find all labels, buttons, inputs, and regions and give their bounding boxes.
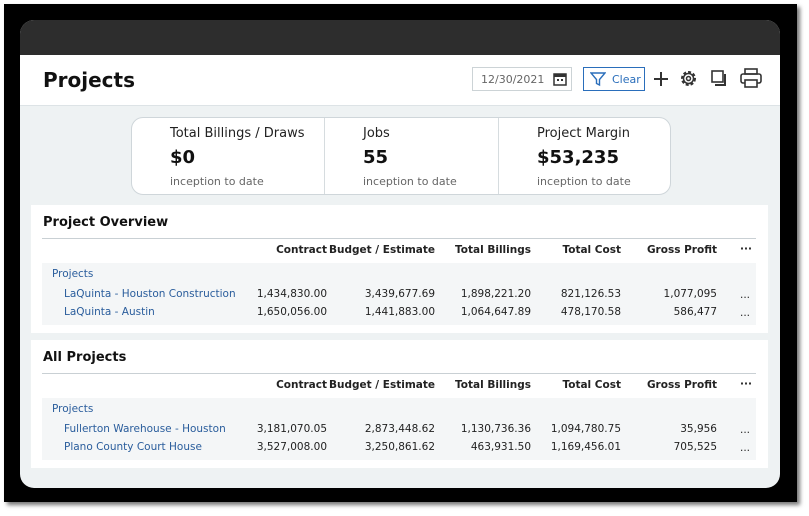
app-window: Projects 12/30/2021 Clear Total Billings… (20, 20, 780, 488)
row-menu[interactable]: ... (740, 307, 751, 319)
table-cell: 3,181,070.05 (256, 423, 327, 435)
print-icon[interactable] (740, 68, 762, 88)
table-cell: 705,525 (673, 441, 717, 453)
column-header: Budget / Estimate (328, 244, 435, 256)
table-section: All Projects Contract Budget / Estimate Tot… (31, 340, 768, 468)
kpi-item: Project Margin $53,235 inception to date (498, 118, 671, 194)
add-icon[interactable] (652, 70, 670, 88)
column-header: Total Cost (562, 379, 621, 391)
project-link[interactable]: LaQuinta - Houston Construction (64, 288, 236, 300)
row-menu[interactable]: ... (740, 424, 751, 436)
project-link[interactable]: LaQuinta - Austin (64, 306, 155, 318)
kpi-subtitle: inception to date (363, 175, 457, 188)
table-cell: 478,170.58 (560, 306, 621, 318)
table-cell: 821,126.53 (560, 288, 621, 300)
kpi-value: 55 (363, 147, 389, 168)
filter-icon (590, 72, 606, 87)
table-cell: 3,250,861.62 (364, 441, 435, 453)
table-cell: 35,956 (680, 423, 717, 435)
table-cell: 3,527,008.00 (256, 441, 327, 453)
project-link[interactable]: Plano County Court House (64, 441, 202, 453)
column-header: Total Billings (455, 244, 531, 256)
page-title: Projects (43, 68, 136, 92)
copy-icon[interactable] (710, 69, 728, 87)
group-label: Projects (52, 268, 94, 280)
top-bar (20, 20, 780, 55)
kpi-value: $53,235 (537, 147, 619, 168)
table-header: Contract Budget / Estimate Total Billings T… (42, 373, 756, 399)
column-header: Budget / Estimate (328, 379, 435, 391)
table-body: Projects Fullerton Warehouse - Houston 3,1… (42, 398, 756, 460)
table-cell: 586,477 (673, 306, 717, 318)
column-header: Total Cost (562, 244, 621, 256)
table-cell: 463,931.50 (470, 441, 531, 453)
row-menu[interactable]: ... (740, 289, 751, 301)
table-header: Contract Budget / Estimate Total Billings T… (42, 238, 756, 264)
column-header: ··· (740, 243, 752, 255)
table-section: Project Overview Contract Budget / Estimat… (31, 205, 768, 333)
table-cell: 3,439,677.69 (364, 288, 435, 300)
column-header: Contract (276, 244, 327, 256)
section-title: All Projects (43, 350, 127, 365)
column-header: Contract (276, 379, 327, 391)
section-title: Project Overview (43, 215, 169, 230)
kpi-subtitle: inception to date (537, 175, 631, 188)
table-cell: 2,873,448.62 (364, 423, 435, 435)
table-cell: 1,064,647.89 (460, 306, 531, 318)
kpi-label: Jobs (363, 126, 390, 141)
group-label: Projects (52, 403, 94, 415)
date-input[interactable]: 12/30/2021 (472, 67, 572, 91)
clear-button[interactable]: Clear (583, 67, 645, 91)
row-menu[interactable]: ... (740, 442, 751, 454)
table-cell: 1,094,780.75 (550, 423, 621, 435)
table-cell: 1,077,095 (663, 288, 717, 300)
table-cell: 1,434,830.00 (256, 288, 327, 300)
column-header: Gross Profit (646, 379, 717, 391)
kpi-label: Total Billings / Draws (170, 126, 305, 141)
table-body: Projects LaQuinta - Houston Construction 1… (42, 263, 756, 325)
settings-icon[interactable] (678, 68, 699, 89)
column-header: ··· (740, 378, 752, 390)
column-header: Gross Profit (646, 244, 717, 256)
kpi-item: Jobs 55 inception to date (324, 118, 499, 194)
calendar-icon[interactable] (553, 72, 567, 86)
kpi-label: Project Margin (537, 126, 631, 141)
table-cell: 1,441,883.00 (364, 306, 435, 318)
table-cell: 1,169,456.01 (550, 441, 621, 453)
kpi-value: $0 (170, 147, 196, 168)
column-header: Total Billings (455, 379, 531, 391)
table-cell: 1,130,736.36 (460, 423, 531, 435)
kpi-subtitle: inception to date (170, 175, 264, 188)
kpi-card: Total Billings / Draws $0 inception to dat… (131, 117, 671, 195)
project-link[interactable]: Fullerton Warehouse - Houston (64, 423, 226, 435)
kpi-item: Total Billings / Draws $0 inception to dat… (132, 118, 324, 194)
table-cell: 1,650,056.00 (256, 306, 327, 318)
table-cell: 1,898,221.20 (460, 288, 531, 300)
page-header: Projects 12/30/2021 Clear (20, 55, 780, 106)
